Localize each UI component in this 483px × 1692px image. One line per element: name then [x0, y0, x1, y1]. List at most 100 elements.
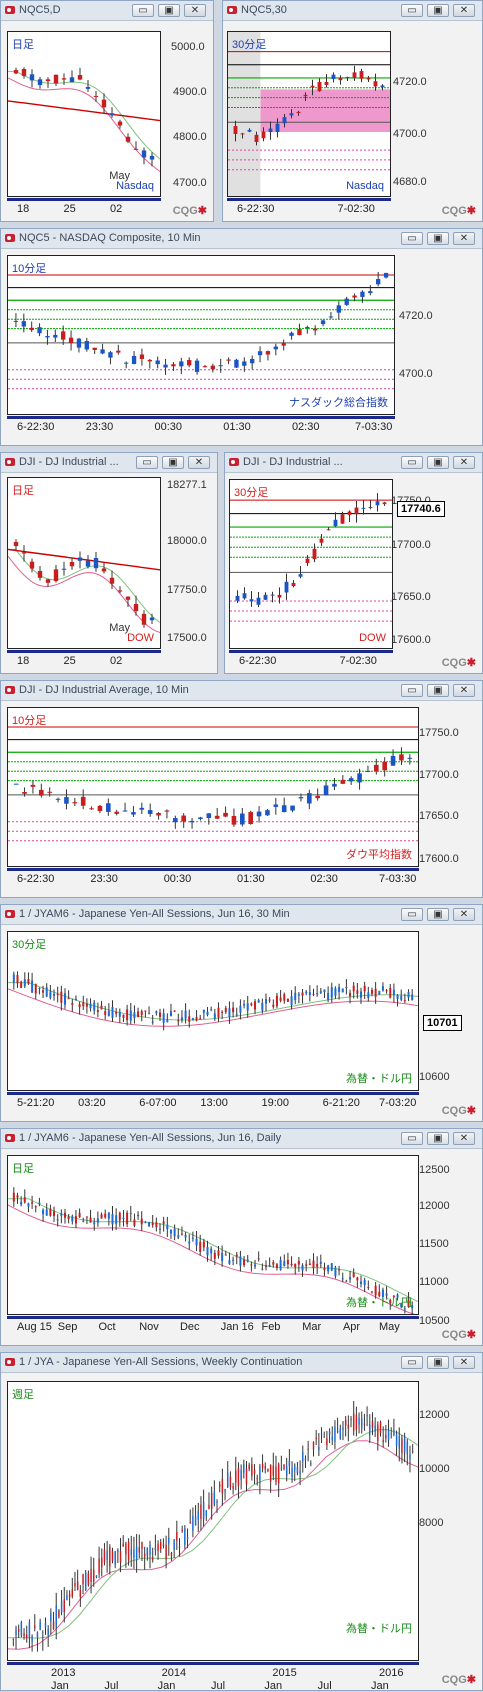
minimize-button[interactable]: ▭ [401, 1132, 423, 1145]
window-titlebar[interactable]: NQC5,D ▭ ▣ ✕ [1, 1, 213, 21]
window-titlebar[interactable]: 1 / JYA - Japanese Yen-All Sessions, Wee… [1, 1353, 482, 1373]
chart-window[interactable]: NQC5,D ▭ ▣ ✕ 日足 Nasdaq May 5000.0 4900.0 4800.0 47… [0, 0, 214, 222]
window-titlebar[interactable]: 1 / JYAM6 - Japanese Yen-All Sessions, J… [1, 905, 482, 925]
minimize-button[interactable]: ▭ [401, 908, 423, 921]
maximize-icon: ▣ [433, 909, 443, 920]
y-tick-label: 10500 [419, 1315, 450, 1327]
maximize-button[interactable]: ▣ [158, 4, 180, 17]
window-titlebar[interactable]: NQC5 - NASDAQ Composite, 10 Min ▭ ▣ ✕ [1, 229, 482, 249]
maximize-icon: ▣ [433, 457, 443, 468]
candle-body [398, 1436, 400, 1449]
x-tick-label: 7-02:30 [337, 203, 375, 215]
candle-body [389, 987, 392, 998]
window-title: NQC5 - NASDAQ Composite, 10 Min [19, 232, 201, 244]
window-titlebar[interactable]: NQC5,30 ▭ ▣ ✕ [223, 1, 482, 21]
candle-body [228, 1260, 231, 1264]
candle-body [268, 128, 273, 133]
candle-body [147, 359, 152, 362]
minimize-button[interactable]: ▭ [401, 4, 423, 17]
candle-body [141, 150, 147, 158]
maximize-button[interactable]: ▣ [427, 908, 449, 921]
minimize-button[interactable]: ▭ [401, 1356, 423, 1369]
candle-body [349, 992, 352, 997]
y-tick-label: 10000 [419, 1463, 450, 1475]
window-titlebar[interactable]: 1 / JYAM6 - Japanese Yen-All Sessions, J… [1, 1129, 482, 1149]
close-button[interactable]: ✕ [453, 1356, 475, 1369]
close-button[interactable]: ✕ [453, 456, 475, 469]
chart-plot-area[interactable]: 30分足 DOW [229, 479, 393, 649]
maximize-button[interactable]: ▣ [427, 232, 449, 245]
candle-body [63, 1212, 66, 1218]
chart-plot-area[interactable]: 日足 Nasdaq May [7, 31, 161, 197]
maximize-button[interactable]: ▣ [427, 1356, 449, 1369]
minimize-button[interactable]: ▭ [136, 456, 158, 469]
close-icon: ✕ [459, 1357, 469, 1368]
minimize-button[interactable]: ▭ [401, 232, 423, 245]
x-tick-label: 02 [110, 655, 123, 667]
candle-body [89, 808, 94, 810]
candle-body [399, 754, 404, 761]
maximize-button[interactable]: ▣ [427, 4, 449, 17]
close-button[interactable]: ✕ [453, 4, 475, 17]
x-tick-label: Apr [342, 1321, 361, 1333]
candle-body [308, 1263, 311, 1266]
candle-body [242, 361, 247, 366]
close-button[interactable]: ✕ [453, 908, 475, 921]
maximize-button[interactable]: ▣ [427, 684, 449, 697]
close-button[interactable]: ✕ [453, 1132, 475, 1145]
chart-plot-area[interactable]: 10分足 ダウ平均指数 [7, 707, 419, 867]
minimize-button[interactable]: ▭ [401, 456, 423, 469]
close-button[interactable]: ✕ [453, 684, 475, 697]
maximize-button[interactable]: ▣ [162, 456, 184, 469]
close-button[interactable]: ✕ [453, 232, 475, 245]
chart-plot-area[interactable]: 10分足 ナスダック総合指数 [7, 255, 395, 415]
chart-plot-area[interactable]: 30分足 Nasdaq [227, 31, 391, 197]
chart-window[interactable]: DJI - DJ Industrial ...▭▣✕30分足DOW17750.0… [224, 452, 483, 674]
chart-window[interactable]: 1 / JYAM6 - Japanese Yen-All Sessions, J… [0, 904, 483, 1122]
candle-body [411, 1451, 414, 1453]
candle-body [296, 1467, 299, 1474]
candle-body [389, 1299, 392, 1304]
candle-body [39, 1621, 41, 1630]
candle-body [85, 1003, 88, 1007]
close-button[interactable]: ✕ [188, 456, 210, 469]
chart-window[interactable]: NQC5 - NASDAQ Composite, 10 Min ▭ ▣ ✕ 10分足 ナス… [0, 228, 483, 446]
maximize-button[interactable]: ▣ [427, 1132, 449, 1145]
candle-body [74, 1216, 77, 1224]
candle-body [210, 1493, 213, 1510]
candle-body [248, 812, 253, 825]
candle-body [194, 1516, 197, 1526]
chart-plot-area[interactable]: 日足 DOW May [7, 477, 161, 649]
chart-window[interactable]: 1 / JYA - Japanese Yen-All Sessions, Wee… [0, 1352, 483, 1692]
candle-body [137, 1214, 140, 1216]
candle-body [67, 1216, 70, 1220]
minimize-icon: ▭ [407, 909, 417, 920]
chart-plot-area[interactable]: 日足 為替・ドル円 [7, 1155, 419, 1315]
chart-window[interactable]: NQC5,30 ▭ ▣ ✕ 30分足 Nasdaq 4720.0 4700.0 4680.0 6-… [222, 0, 483, 222]
candle-body [310, 1463, 312, 1465]
chart-window[interactable]: DJI - DJ Industrial ... ▭ ▣ ✕ 日足 DOW May 18277.… [0, 452, 218, 674]
chart-window[interactable]: 1 / JYAM6 - Japanese Yen-All Sessions, J… [0, 1128, 483, 1346]
close-button[interactable]: ✕ [184, 4, 206, 17]
candle-body [37, 570, 43, 578]
minimize-icon: ▭ [407, 1357, 417, 1368]
window-titlebar[interactable]: DJI - DJ Industrial ... ▭ ▣ ✕ [225, 453, 482, 473]
candle-body [328, 1431, 331, 1435]
chart-window[interactable]: DJI - DJ Industrial Average, 10 Min ▭ ▣ ✕ 10… [0, 680, 483, 898]
candle-body [53, 569, 59, 582]
maximize-button[interactable]: ▣ [427, 456, 449, 469]
y-tick-label: 12500 [419, 1164, 450, 1176]
candle-body [316, 1264, 319, 1267]
chart-plot-area[interactable]: 週足 為替・ドル円 [7, 1381, 419, 1661]
minimize-button[interactable]: ▭ [401, 684, 423, 697]
candle-body [197, 1511, 199, 1520]
candle-body [221, 1252, 224, 1262]
window-titlebar[interactable]: DJI - DJ Industrial Average, 10 Min ▭ ▣ ✕ [1, 681, 482, 701]
candle-body [213, 1253, 216, 1259]
window-titlebar[interactable]: DJI - DJ Industrial ... ▭ ▣ ✕ [1, 453, 217, 473]
minimize-button[interactable]: ▭ [132, 4, 154, 17]
window-title: 1 / JYAM6 - Japanese Yen-All Sessions, J… [19, 908, 290, 920]
chart-plot-area[interactable]: 30分足 為替・ドル円 [7, 931, 419, 1091]
candle-body [336, 1430, 339, 1432]
candle-body [261, 131, 266, 139]
